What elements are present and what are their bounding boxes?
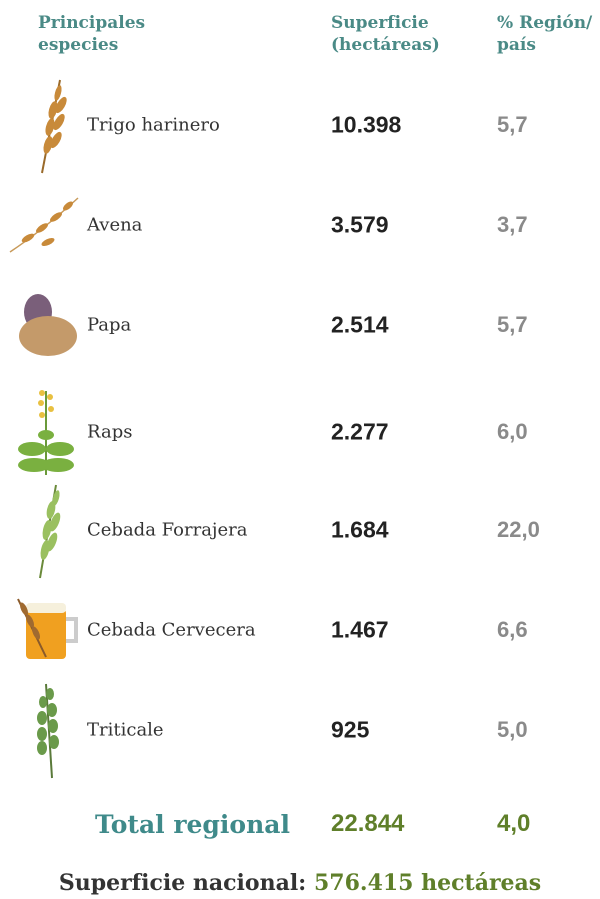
header-line: Principales (38, 12, 145, 34)
surface-value: 1.467 (331, 617, 389, 644)
table-row: Triticale 925 5,0 (0, 680, 600, 780)
percent-value: 6,6 (497, 617, 528, 643)
footer: Superficie nacional: 576.415 hectáreas (0, 870, 600, 896)
header-line: especies (38, 34, 145, 56)
percent-value: 22,0 (497, 517, 540, 543)
wheat-icon (12, 75, 82, 175)
header-line: (hectáreas) (331, 34, 440, 56)
species-name: Triticale (87, 720, 164, 741)
header-line: país (497, 34, 592, 56)
table-row: Cebada Forrajera 1.684 22,0 (0, 480, 600, 580)
surface-value: 3.579 (331, 212, 389, 239)
species-name: Cebada Forrajera (87, 520, 248, 541)
triticale-icon (12, 680, 82, 780)
surface-value: 2.514 (331, 312, 389, 339)
percent-value: 3,7 (497, 212, 528, 238)
column-header: Superficie (hectáreas) (331, 12, 440, 56)
total-surface: 22.844 (331, 810, 404, 838)
percent-value: 5,0 (497, 717, 528, 743)
oat-icon (8, 190, 80, 260)
beer-icon (12, 595, 82, 665)
percent-value: 5,7 (497, 112, 528, 138)
percent-value: 5,7 (497, 312, 528, 338)
page: Principales especies Superficie (hectáre… (0, 0, 600, 899)
header-line: Superficie (331, 12, 440, 34)
percent-value: 6,0 (497, 419, 528, 445)
surface-value: 10.398 (331, 112, 401, 139)
table-row: Raps 2.277 6,0 (0, 382, 600, 482)
rapeseed-icon (14, 387, 78, 477)
species-name: Avena (87, 215, 142, 236)
footer-label: Superficie nacional: (59, 870, 307, 896)
species-name: Papa (87, 315, 131, 336)
footer-value: 576.415 hectáreas (314, 870, 541, 896)
potato-icon (14, 290, 78, 360)
column-header: Principales especies (38, 12, 145, 56)
surface-value: 2.277 (331, 419, 389, 446)
column-header: % Región/ país (497, 12, 592, 56)
table-row: Trigo harinero 10.398 5,7 (0, 75, 600, 175)
table-row: Avena 3.579 3,7 (0, 175, 600, 275)
surface-value: 1.684 (331, 517, 389, 544)
total-percent: 4,0 (497, 810, 530, 838)
header-line: % Región/ (497, 12, 592, 34)
surface-value: 925 (331, 717, 369, 744)
barley-icon (12, 480, 82, 580)
species-name: Cebada Cervecera (87, 620, 256, 641)
total-label: Total regional (95, 810, 290, 839)
table-row: Cebada Cervecera 1.467 6,6 (0, 580, 600, 680)
table-row: Papa 2.514 5,7 (0, 275, 600, 375)
species-name: Raps (87, 422, 132, 443)
species-name: Trigo harinero (87, 115, 220, 136)
